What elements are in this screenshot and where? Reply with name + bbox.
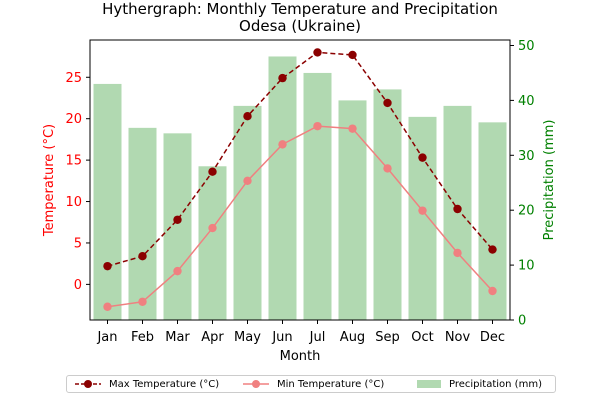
- left-y-tick-label: 15: [65, 154, 82, 169]
- min-temperature-point-aug: [348, 124, 357, 133]
- precipitation-bar-mar: [163, 133, 192, 320]
- max-temperature-point-nov: [453, 204, 462, 214]
- max-temperature-point-aug: [348, 50, 357, 60]
- max-temperature-line: [107, 51, 494, 267]
- left-y-tick-label: 0: [74, 278, 82, 293]
- max-temperature-point-feb: [138, 252, 147, 261]
- precipitation-bar-aug: [338, 100, 367, 321]
- left-y-tick-label: 25: [65, 71, 82, 86]
- min-temperature-point-may: [243, 176, 252, 186]
- precipitation-bar-apr: [198, 166, 227, 320]
- x-axis-label: Month: [280, 349, 321, 364]
- max-temperature-point-jun: [278, 73, 287, 83]
- min-temperature-point-oct: [418, 206, 427, 215]
- x-axis: Jan Feb Mar Apr May Jun Jul Aug Sep Oct Nov Dec: [96, 320, 505, 345]
- right-y-tick-label: 20: [518, 204, 535, 219]
- precipitation-bars: [93, 56, 507, 321]
- x-tick-label: Oct: [411, 330, 433, 345]
- x-tick-label: Aug: [340, 330, 365, 345]
- chart-subtitle: Odesa (Ukraine): [239, 17, 361, 35]
- max-temperature-point-mar: [173, 215, 182, 224]
- legend-swatch-precipitation: [417, 380, 441, 388]
- precipitation-bar-feb: [128, 127, 157, 320]
- min-temperature-point-apr: [208, 223, 217, 233]
- left-y-tick-label: 10: [65, 195, 82, 210]
- right-y-axis: 0 10 20 30 40 50: [510, 39, 535, 329]
- max-temperature-point-jan: [103, 261, 112, 271]
- x-tick-label: May: [234, 330, 261, 345]
- max-temperature-point-sep: [383, 98, 392, 108]
- left-y-tick-label: 20: [65, 112, 82, 127]
- x-tick-label: Jul: [309, 330, 326, 345]
- right-y-tick-label: 50: [518, 39, 535, 54]
- min-temperature-series: [103, 121, 497, 311]
- max-temperature-point-dec: [488, 245, 497, 254]
- x-tick-label: Jun: [271, 330, 292, 345]
- legend-label-min-temperature: Min Temperature (°C): [277, 378, 385, 390]
- min-temperature-line: [107, 125, 494, 308]
- min-temperature-point-jul: [313, 121, 322, 131]
- x-tick-label: Sep: [375, 330, 400, 345]
- legend-item-max-temperature: Max Temperature (°C): [75, 376, 219, 392]
- max-temperature-point-oct: [418, 153, 427, 162]
- precipitation-bar-jan: [93, 83, 122, 320]
- legend-item-min-temperature: Min Temperature (°C): [243, 376, 384, 392]
- left-y-tick-label: 5: [74, 236, 82, 251]
- right-y-axis-label: Precipitation (mm): [542, 120, 557, 241]
- min-temperature-point-sep: [383, 164, 392, 173]
- x-tick-label: Jan: [96, 330, 117, 345]
- plot-frame: [89, 39, 511, 321]
- chart-title: Hythergraph: Monthly Temperature and Pre…: [102, 0, 498, 18]
- right-y-tick-label: 10: [518, 259, 535, 274]
- x-tick-label: Nov: [445, 330, 471, 345]
- precipitation-bar-may: [233, 105, 262, 320]
- legend-item-precipitation: Precipitation (mm): [417, 376, 542, 392]
- min-temperature-point-nov: [453, 248, 462, 258]
- min-temperature-point-dec: [488, 286, 497, 296]
- min-temperature-point-mar: [173, 266, 182, 276]
- legend-label-max-temperature: Max Temperature (°C): [109, 378, 220, 390]
- min-temperature-point-feb: [138, 297, 147, 306]
- hythergraph-chart: Jan Feb Mar Apr May Jun Jul Aug Sep Oct Nov Dec 0 5 1…: [42, 39, 557, 364]
- precipitation-bar-sep: [373, 89, 402, 320]
- precipitation-bar-jun: [268, 56, 297, 321]
- right-y-tick-label: 40: [518, 94, 535, 109]
- x-tick-label: Mar: [165, 330, 190, 345]
- min-temperature-point-jun: [278, 140, 287, 149]
- legend-swatch-max-temperature: [75, 380, 101, 388]
- precipitation-bar-jul: [303, 72, 332, 320]
- right-y-tick-label: 30: [518, 149, 535, 164]
- x-tick-label: Feb: [131, 330, 154, 345]
- left-y-axis-label: Temperature (°C): [42, 124, 57, 237]
- max-temperature-point-jul: [313, 48, 322, 57]
- min-temperature-point-jan: [103, 302, 112, 311]
- left-y-axis: 0 5 10 15 20 25: [65, 71, 90, 293]
- legend-swatch-min-temperature: [243, 380, 269, 388]
- right-y-tick-label: 0: [518, 314, 526, 329]
- max-temperature-series: [103, 48, 497, 271]
- precipitation-bar-oct: [408, 116, 437, 320]
- chart-legend: Max Temperature (°C) Min Temperature (°C…: [66, 375, 556, 393]
- max-temperature-point-may: [243, 112, 252, 121]
- x-tick-label: Dec: [480, 330, 505, 345]
- legend-label-precipitation: Precipitation (mm): [449, 378, 542, 390]
- x-tick-label: Apr: [201, 330, 224, 345]
- max-temperature-point-apr: [208, 167, 217, 176]
